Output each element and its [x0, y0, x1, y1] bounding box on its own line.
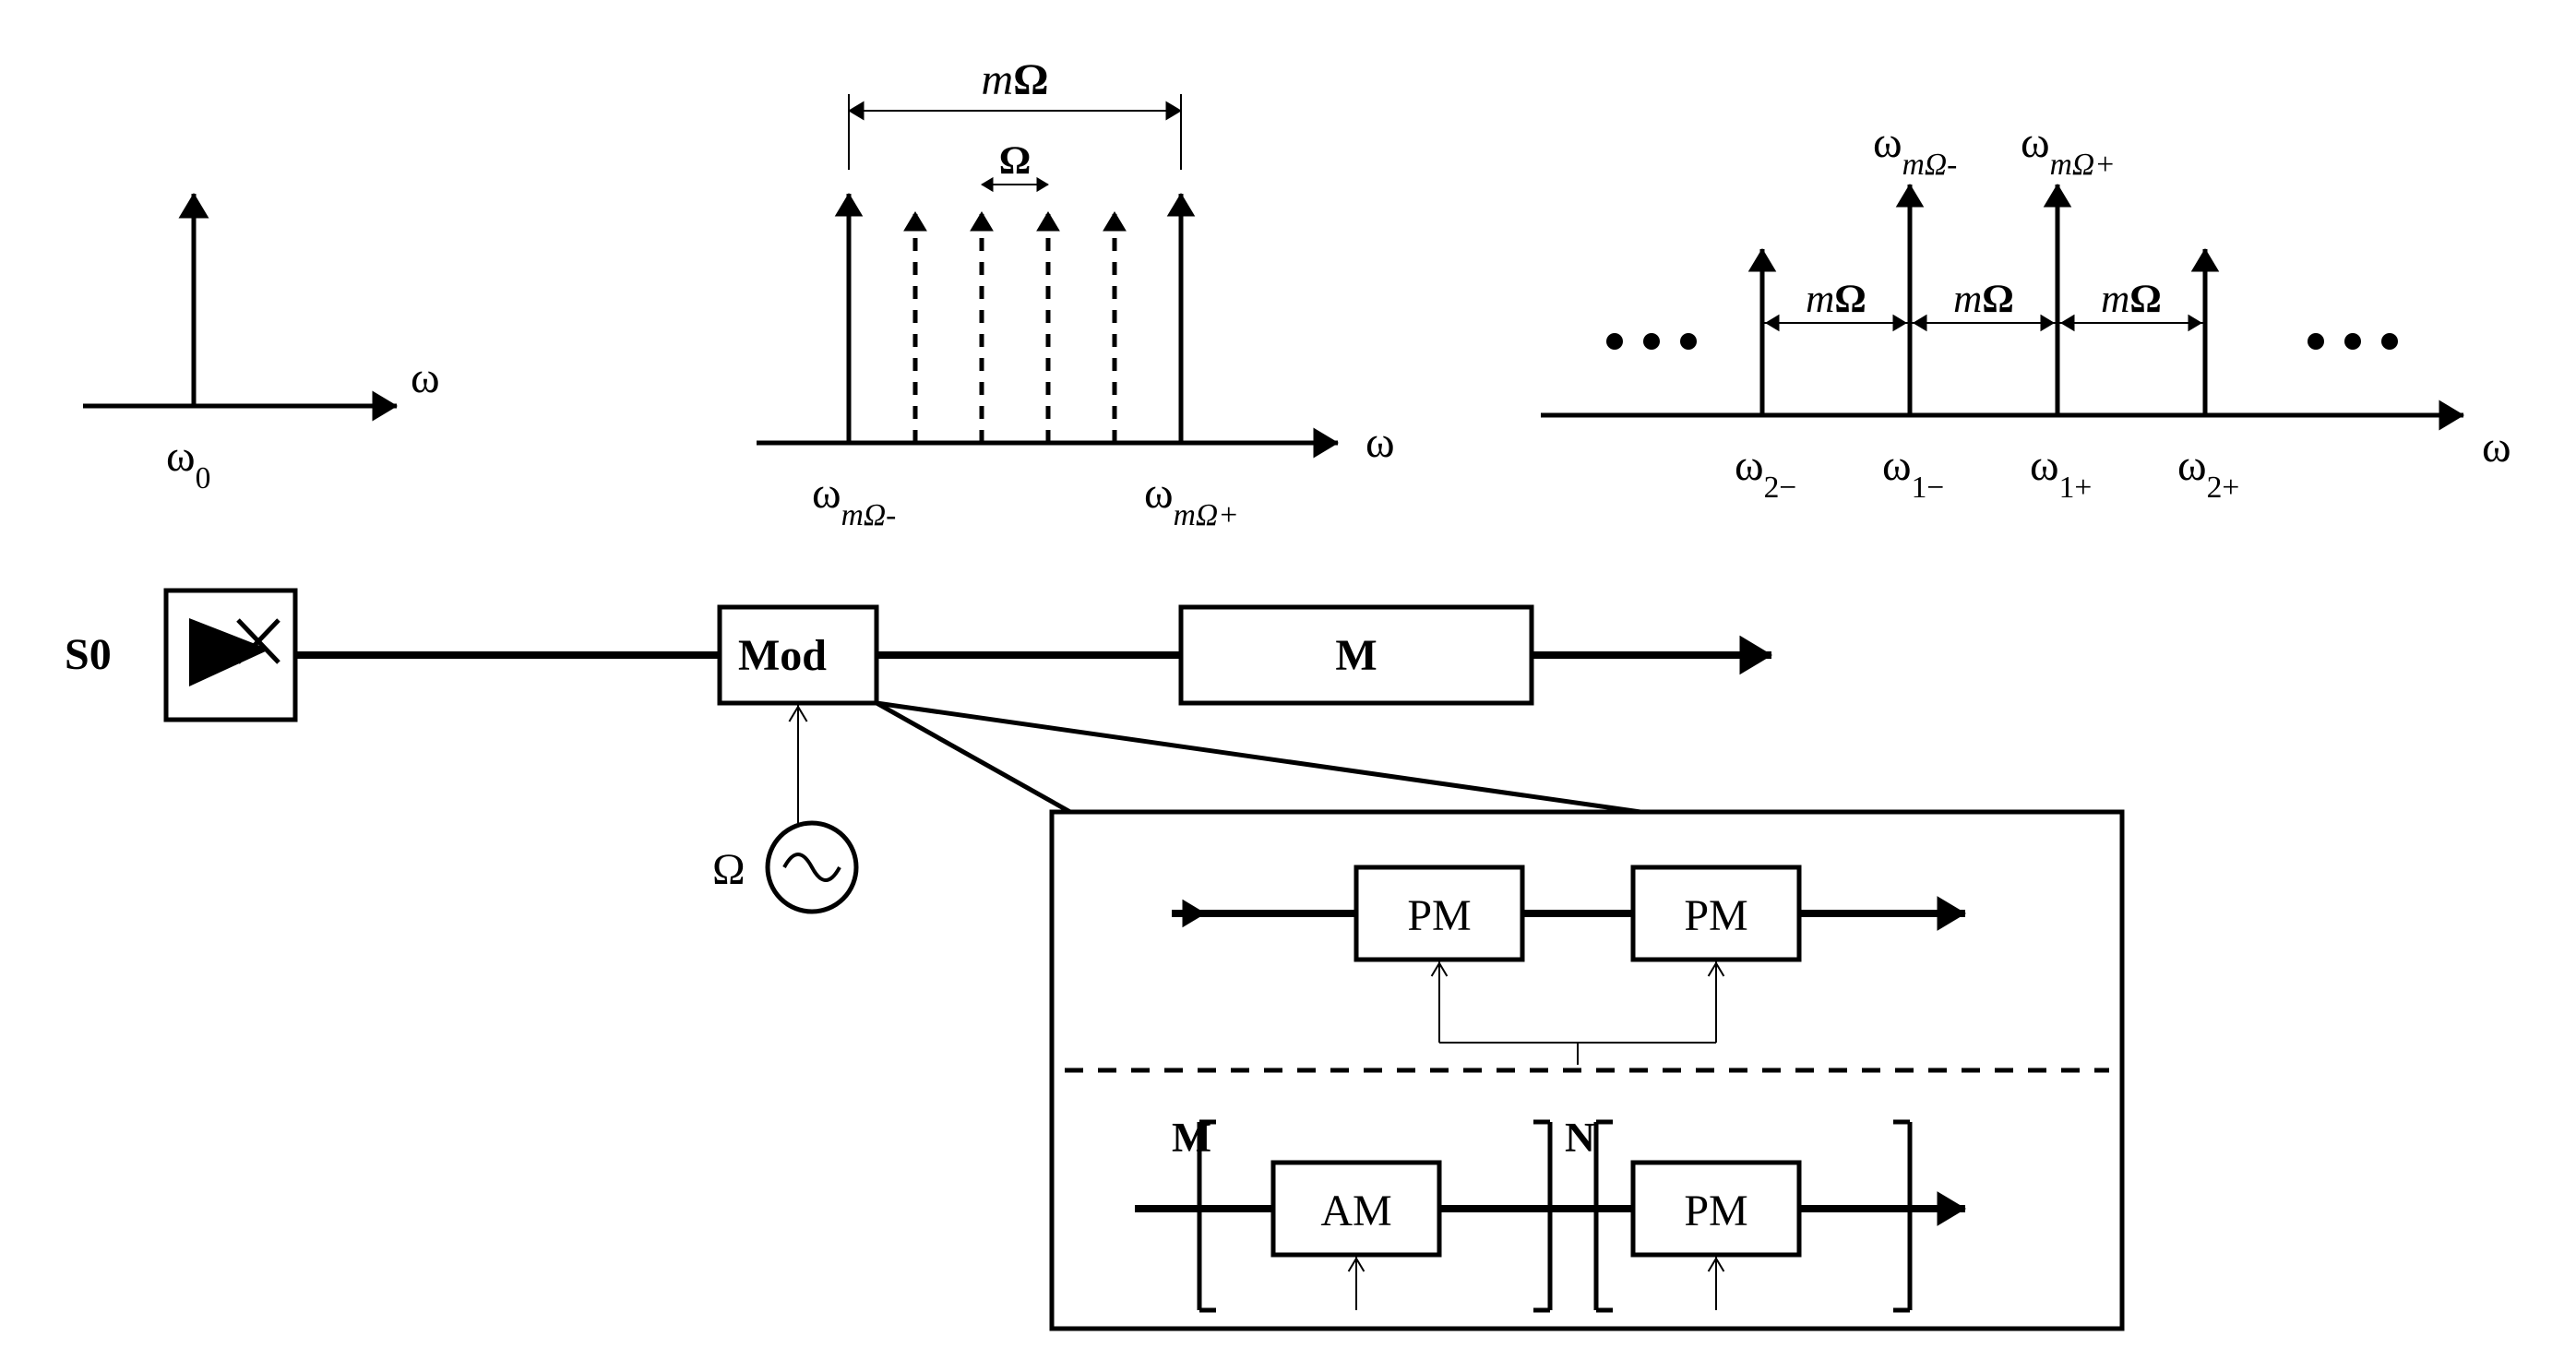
svg-text:ω2+: ω2+: [2177, 441, 2239, 505]
svg-text:N: N: [1565, 1114, 1595, 1161]
svg-text:ωmΩ+: ωmΩ+: [2021, 118, 2116, 182]
detail-box: PMPMAMPMMN: [1052, 812, 2122, 1329]
spectrum-2: mΩ ΩωmΩ-ωmΩ+ ω: [757, 55, 1395, 532]
svg-text:ωmΩ-: ωmΩ-: [1873, 118, 1957, 182]
svg-text:ω1−: ω1−: [1882, 441, 1944, 505]
svg-text:AM: AM: [1320, 1187, 1391, 1235]
svg-text:mΩ: mΩ: [2101, 278, 2162, 321]
svg-text:mΩ: mΩ: [1953, 278, 2014, 321]
svg-text:PM: PM: [1407, 891, 1471, 940]
diagram-root: ω0 ω mΩ ΩωmΩ-ωmΩ+ ω mΩ mΩ mΩ ωmΩ-ωmΩ+ ω2− ω1− ω1+ ω2…: [0, 0, 2576, 1348]
svg-text:M: M: [1335, 631, 1377, 680]
svg-text:Ω: Ω: [999, 139, 1032, 183]
svg-text:ωmΩ+: ωmΩ+: [1144, 469, 1239, 532]
svg-text:ω: ω: [411, 353, 440, 402]
svg-text:PM: PM: [1684, 891, 1747, 940]
svg-text:S0: S0: [65, 630, 112, 679]
svg-text:mΩ: mΩ: [981, 55, 1048, 104]
svg-text:ω2−: ω2−: [1735, 441, 1796, 505]
spectrum-3: mΩ mΩ mΩ ωmΩ-ωmΩ+ ω2− ω1− ω1+ ω2+ ω: [1541, 118, 2511, 505]
svg-text:mΩ: mΩ: [1806, 278, 1866, 321]
svg-text:ω0: ω0: [166, 432, 210, 495]
svg-text:ωmΩ-: ωmΩ-: [812, 469, 896, 532]
svg-text:ω: ω: [2482, 423, 2511, 471]
spectrum-1: ω0 ω: [83, 194, 440, 495]
svg-text:ω: ω: [1366, 418, 1395, 467]
svg-text:PM: PM: [1684, 1187, 1747, 1235]
svg-text:ω1+: ω1+: [2030, 441, 2092, 505]
svg-text:Mod: Mod: [738, 631, 827, 680]
svg-text:Ω: Ω: [712, 845, 745, 894]
